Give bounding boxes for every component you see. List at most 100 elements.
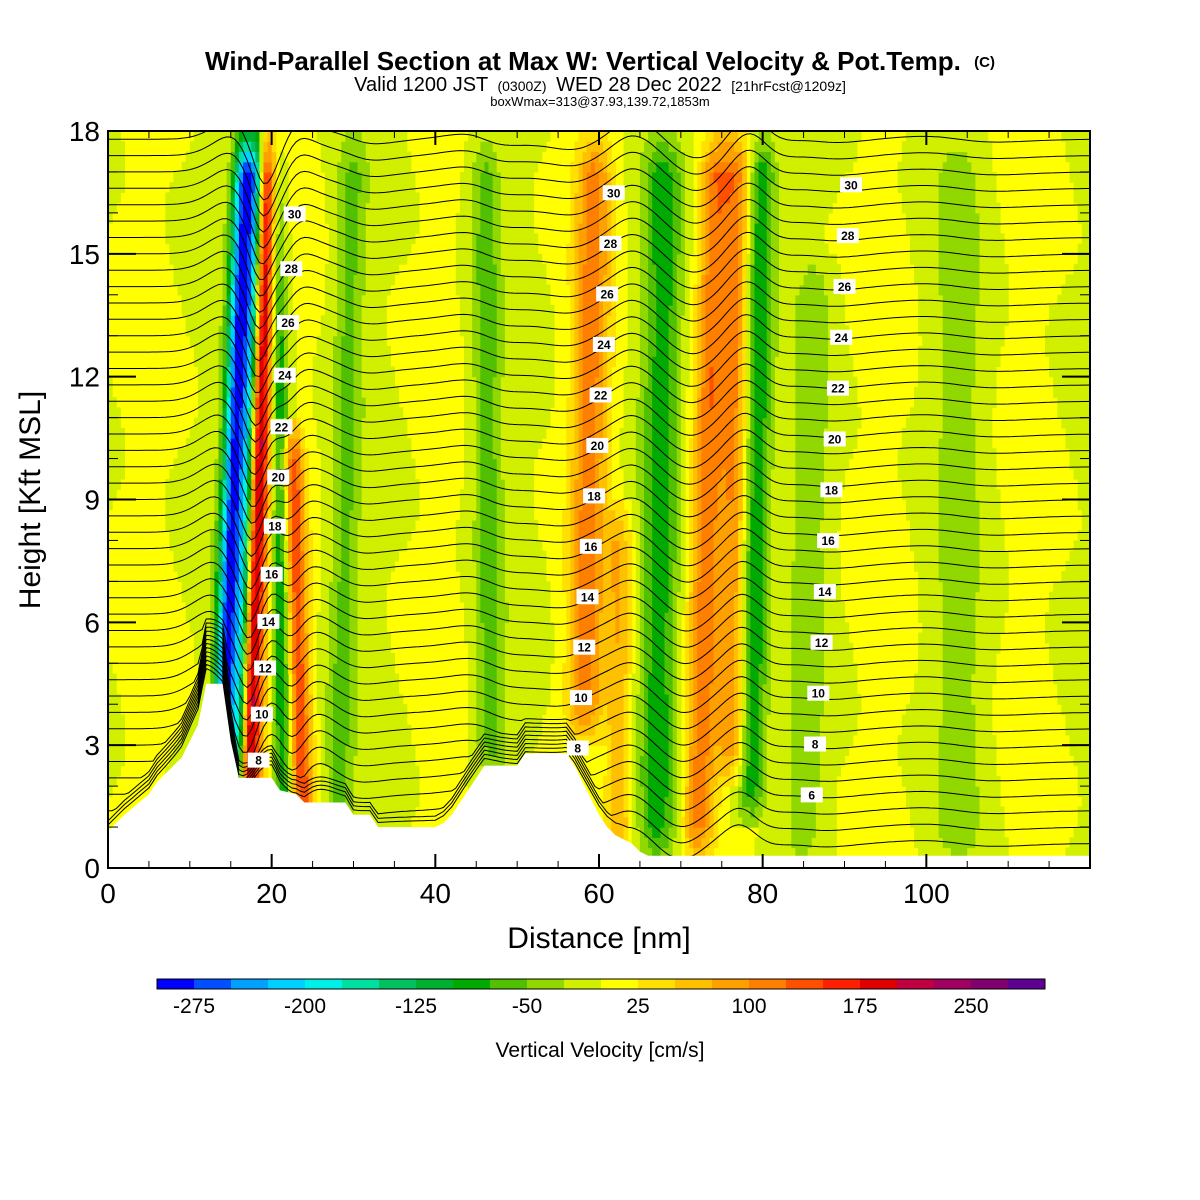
velocity-cell <box>525 182 531 194</box>
velocity-cell <box>263 632 269 644</box>
velocity-cell <box>255 192 260 204</box>
velocity-cell <box>328 530 334 542</box>
velocity-cell <box>243 161 248 173</box>
velocity-cell <box>169 509 175 521</box>
velocity-cell <box>210 550 215 562</box>
velocity-cell <box>378 274 383 286</box>
velocity-cell <box>185 540 191 552</box>
velocity-cell <box>279 243 285 255</box>
velocity-cell <box>476 397 481 408</box>
velocity-cell <box>365 151 371 163</box>
velocity-cell <box>525 571 531 582</box>
velocity-cell <box>361 530 367 542</box>
velocity-cell <box>529 448 535 460</box>
velocity-cell <box>169 233 175 245</box>
velocity-cell <box>279 693 285 705</box>
velocity-cell <box>517 366 522 378</box>
velocity-cell <box>488 601 494 613</box>
velocity-cell <box>382 212 387 224</box>
velocity-cell <box>369 366 375 378</box>
velocity-cell <box>324 550 330 562</box>
velocity-cell <box>529 223 535 234</box>
velocity-cell <box>328 202 334 214</box>
velocity-cell <box>181 591 187 603</box>
velocity-cell <box>484 519 490 531</box>
velocity-cell <box>230 386 236 398</box>
velocity-cell <box>202 509 207 521</box>
velocity-cell <box>234 356 240 368</box>
velocity-cell <box>230 397 236 408</box>
velocity-cell <box>300 724 305 736</box>
velocity-cell <box>492 509 498 521</box>
velocity-cell <box>525 376 531 388</box>
velocity-cell <box>513 560 518 572</box>
velocity-cell <box>394 499 400 511</box>
velocity-cell <box>361 591 367 603</box>
velocity-cell <box>202 182 207 194</box>
velocity-cell <box>365 212 371 224</box>
velocity-cell <box>259 417 265 429</box>
velocity-cell <box>300 468 305 480</box>
velocity-cell <box>378 601 383 613</box>
velocity-cell <box>508 417 514 429</box>
velocity-cell <box>373 427 379 439</box>
velocity-cell <box>189 724 195 736</box>
velocity-cell <box>504 601 510 613</box>
velocity-cell <box>488 458 494 470</box>
velocity-cell <box>247 499 252 511</box>
velocity-cell <box>361 151 367 163</box>
velocity-cell <box>500 755 506 767</box>
velocity-cell <box>488 591 494 603</box>
velocity-cell <box>181 284 187 296</box>
velocity-cell <box>365 479 371 490</box>
velocity-cell <box>402 141 408 153</box>
velocity-cell <box>529 366 535 378</box>
velocity-cell <box>492 591 498 603</box>
velocity-cell <box>484 499 490 511</box>
velocity-cell <box>230 182 236 194</box>
velocity-cell <box>386 468 391 480</box>
velocity-cell <box>324 479 330 490</box>
velocity-cell <box>472 724 477 736</box>
velocity-cell <box>513 601 518 613</box>
velocity-cell <box>234 305 240 316</box>
velocity-cell <box>504 519 510 531</box>
velocity-cell <box>116 724 121 736</box>
velocity-cell <box>230 571 236 582</box>
velocity-cell <box>349 622 355 634</box>
velocity-cell <box>373 335 379 347</box>
velocity-cell <box>369 151 375 163</box>
velocity-cell <box>373 151 379 163</box>
velocity-cell <box>500 356 506 368</box>
velocity-cell <box>472 601 477 613</box>
velocity-cell <box>353 294 359 306</box>
velocity-cell <box>255 212 260 224</box>
velocity-cell <box>361 479 367 490</box>
velocity-cell <box>259 345 265 357</box>
velocity-cell <box>120 468 125 480</box>
velocity-cell <box>468 182 473 194</box>
velocity-cell <box>169 223 175 234</box>
velocity-cell <box>214 622 220 634</box>
velocity-cell <box>320 765 326 777</box>
velocity-cell <box>345 693 351 705</box>
velocity-cell <box>230 212 236 224</box>
velocity-cell <box>517 622 522 634</box>
velocity-cell <box>259 305 265 316</box>
velocity-cell <box>222 448 228 460</box>
velocity-cell <box>214 131 220 142</box>
velocity-cell <box>492 745 498 757</box>
velocity-cell <box>484 407 490 419</box>
velocity-cell <box>324 305 330 316</box>
velocity-cell <box>472 315 477 327</box>
velocity-cell <box>238 182 244 194</box>
velocity-cell <box>337 673 342 685</box>
velocity-cell <box>333 243 338 255</box>
velocity-cell <box>116 192 121 204</box>
velocity-cell <box>341 438 346 449</box>
velocity-cell <box>238 612 244 623</box>
velocity-cell <box>247 151 252 163</box>
velocity-cell <box>328 253 334 265</box>
velocity-cell <box>283 223 289 234</box>
velocity-cell <box>484 182 490 194</box>
